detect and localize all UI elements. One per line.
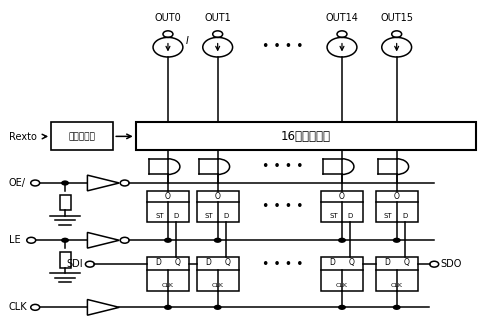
Text: CLK: CLK	[336, 282, 348, 287]
Text: D: D	[155, 258, 161, 267]
Bar	[60, 252, 70, 268]
Circle shape	[61, 181, 69, 185]
Bar	[196, 191, 239, 222]
Text: OUT1: OUT1	[204, 13, 231, 23]
Circle shape	[214, 238, 222, 243]
Circle shape	[338, 238, 346, 243]
Circle shape	[392, 305, 400, 310]
Text: ST: ST	[329, 213, 338, 219]
Text: Q: Q	[224, 258, 230, 267]
Bar	[147, 257, 189, 291]
Text: O: O	[165, 192, 171, 201]
Text: SDI: SDI	[67, 259, 84, 269]
Bar	[147, 191, 189, 222]
Text: SDO: SDO	[440, 259, 462, 269]
Text: D: D	[402, 213, 408, 219]
Text: • • • •: • • • •	[262, 258, 303, 271]
Text: CLK: CLK	[212, 282, 224, 287]
Text: OE/: OE/	[9, 178, 26, 188]
Text: LE: LE	[9, 235, 20, 245]
Text: D: D	[384, 258, 390, 267]
Text: OUT14: OUT14	[326, 13, 358, 23]
Text: OUT0: OUT0	[154, 13, 182, 23]
Circle shape	[61, 238, 69, 243]
Text: O: O	[394, 192, 400, 201]
Text: OUT15: OUT15	[380, 13, 413, 23]
Text: ST: ST	[155, 213, 164, 219]
Text: I: I	[186, 36, 188, 46]
Circle shape	[164, 238, 172, 243]
Bar	[196, 257, 239, 291]
Circle shape	[392, 238, 400, 243]
Text: D: D	[329, 258, 335, 267]
Text: D: D	[174, 213, 179, 219]
Bar	[51, 122, 114, 150]
Text: O: O	[214, 192, 220, 201]
Bar	[376, 191, 418, 222]
Text: • • • •: • • • •	[262, 160, 303, 173]
Text: D: D	[348, 213, 353, 219]
Text: • • • •: • • • •	[262, 200, 303, 213]
Text: O: O	[339, 192, 345, 201]
Text: • • • •: • • • •	[262, 40, 303, 53]
Circle shape	[214, 305, 222, 310]
Bar	[321, 257, 363, 291]
Text: CLK: CLK	[9, 302, 28, 312]
Text: Q: Q	[175, 258, 181, 267]
Bar	[321, 191, 363, 222]
Text: D: D	[205, 258, 210, 267]
Bar	[60, 195, 70, 211]
Text: 电流调整器: 电流调整器	[69, 132, 96, 141]
Circle shape	[338, 305, 346, 310]
Text: CLK: CLK	[390, 282, 402, 287]
Text: ST: ST	[205, 213, 214, 219]
Text: D: D	[224, 213, 229, 219]
Bar	[136, 122, 476, 150]
Text: Rexto: Rexto	[9, 132, 36, 142]
Bar	[376, 257, 418, 291]
Text: 16位输出驱动: 16位输出驱动	[281, 130, 331, 143]
Text: ST: ST	[384, 213, 392, 219]
Circle shape	[164, 305, 172, 310]
Text: Q: Q	[404, 258, 409, 267]
Text: CLK: CLK	[162, 282, 174, 287]
Text: Q: Q	[349, 258, 355, 267]
